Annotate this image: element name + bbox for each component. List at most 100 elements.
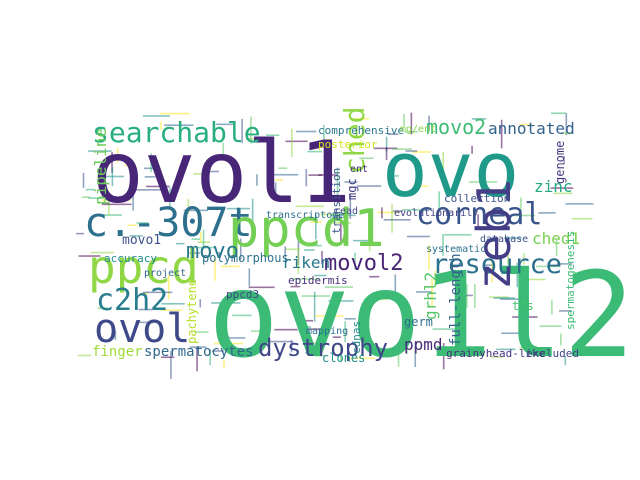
filler-mark (278, 167, 288, 169)
cloud-word: accuracy (104, 252, 157, 265)
filler-mark (370, 213, 373, 240)
filler-mark (144, 167, 154, 170)
cloud-word: dystrophy (258, 334, 388, 362)
filler-mark (111, 167, 114, 187)
cloud-word: ovol (94, 306, 190, 352)
filler-mark (344, 321, 346, 343)
filler-mark (471, 145, 473, 154)
filler-mark (468, 181, 498, 183)
cloud-word: ched1 (532, 229, 580, 248)
filler-mark (489, 296, 509, 298)
filler-mark (264, 340, 294, 343)
filler-mark (239, 238, 242, 260)
filler-mark (377, 211, 400, 214)
filler-mark (199, 231, 202, 243)
filler-mark (551, 299, 553, 315)
cloud-word: c2h2 (96, 283, 168, 318)
filler-mark (161, 356, 175, 359)
filler-mark (101, 199, 131, 201)
filler-mark (290, 128, 293, 157)
filler-mark (290, 285, 301, 288)
filler-mark (285, 140, 308, 143)
filler-mark (248, 268, 251, 287)
filler-mark (340, 216, 342, 245)
filler-mark (296, 130, 317, 133)
filler-mark (304, 328, 323, 330)
filler-mark (226, 207, 250, 210)
cloud-word: polymorphous (202, 251, 289, 265)
filler-mark (491, 156, 509, 158)
filler-mark (189, 346, 207, 348)
filler-mark (142, 115, 170, 117)
filler-mark (214, 257, 216, 281)
filler-mark (208, 170, 219, 173)
filler-mark (348, 357, 375, 360)
filler-mark (146, 185, 170, 188)
filler-mark (501, 332, 527, 335)
filler-mark (550, 112, 566, 115)
filler-mark (404, 328, 407, 340)
filler-mark (388, 133, 399, 136)
filler-mark (305, 342, 316, 344)
filler-mark (135, 321, 162, 324)
cloud-word: grainyhead-like (446, 347, 545, 360)
filler-mark (411, 151, 431, 153)
filler-mark (523, 252, 525, 265)
cloud-word: movo1 (122, 233, 161, 248)
filler-mark (565, 203, 594, 205)
cloud-word: pachytene (185, 279, 199, 344)
filler-mark (428, 244, 430, 271)
filler-mark (160, 121, 162, 130)
filler-mark (196, 246, 217, 249)
filler-mark (189, 252, 200, 254)
cloud-word: evolutionarily (394, 208, 478, 219)
filler-mark (391, 203, 393, 233)
filler-mark (202, 229, 205, 249)
filler-mark (344, 318, 356, 320)
filler-mark (193, 173, 207, 175)
filler-mark (81, 196, 91, 198)
filler-mark (344, 181, 358, 183)
filler-mark (132, 193, 134, 211)
filler-mark (428, 115, 430, 131)
filler-mark (88, 197, 104, 199)
filler-mark (383, 219, 411, 221)
cloud-word: ovo (382, 125, 519, 214)
cloud-word: genome (553, 141, 567, 184)
filler-mark (321, 251, 323, 265)
filler-mark (209, 349, 211, 366)
filler-mark (520, 197, 522, 211)
cloud-word: cdnas (350, 321, 363, 354)
filler-mark (369, 275, 380, 278)
filler-mark (232, 314, 252, 317)
filler-mark (565, 113, 568, 136)
filler-mark (150, 153, 152, 173)
filler-mark (394, 274, 397, 300)
filler-mark (223, 359, 225, 369)
filler-mark (305, 351, 323, 354)
filler-mark (353, 239, 369, 242)
filler-mark (251, 330, 265, 332)
filler-mark (320, 213, 350, 216)
filler-mark (483, 264, 493, 266)
filler-mark (368, 221, 371, 252)
filler-mark (256, 174, 258, 186)
filler-mark (392, 148, 412, 150)
filler-mark (297, 248, 300, 274)
cloud-word: ppmd (404, 335, 443, 354)
filler-mark (116, 147, 119, 163)
filler-mark (164, 124, 194, 127)
filler-mark (407, 235, 430, 238)
filler-mark (555, 239, 558, 257)
filler-mark (90, 251, 114, 254)
cloud-word: movo2 (426, 115, 486, 139)
filler-mark (170, 350, 172, 379)
cloud-word: pipeline (91, 128, 110, 205)
filler-mark (504, 237, 522, 239)
filler-mark (214, 199, 226, 202)
filler-mark (270, 173, 299, 176)
filler-mark (442, 151, 445, 178)
filler-mark (305, 169, 308, 187)
filler-mark (211, 302, 241, 304)
filler-mark (353, 117, 370, 120)
